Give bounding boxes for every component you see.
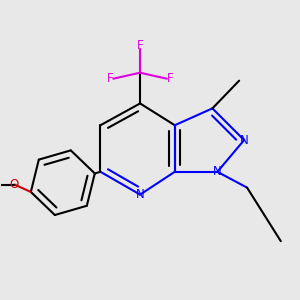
Text: N: N [136, 188, 145, 201]
Text: N: N [213, 165, 222, 178]
Text: F: F [167, 72, 173, 85]
Text: O: O [10, 178, 19, 191]
Text: F: F [137, 40, 143, 52]
Text: F: F [107, 72, 114, 85]
Text: N: N [240, 134, 248, 147]
